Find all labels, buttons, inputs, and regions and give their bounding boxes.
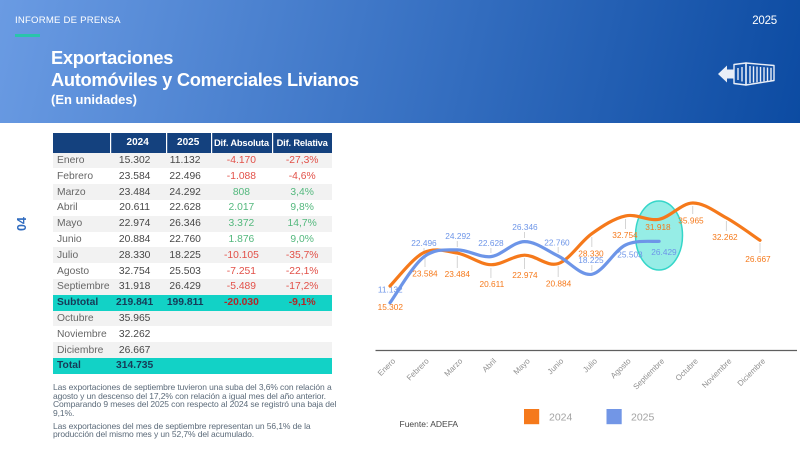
svg-text:20.611: 20.611 xyxy=(480,279,505,289)
svg-text:Diciembre: Diciembre xyxy=(736,356,768,388)
svg-text:22.760: 22.760 xyxy=(544,238,570,248)
svg-text:23.484: 23.484 xyxy=(445,269,471,279)
svg-text:Enero: Enero xyxy=(376,356,398,378)
svg-text:Marzo: Marzo xyxy=(443,356,465,378)
svg-text:26.429: 26.429 xyxy=(651,247,677,257)
svg-text:23.584: 23.584 xyxy=(412,269,438,279)
svg-text:18.225: 18.225 xyxy=(578,255,604,265)
svg-text:Octubre: Octubre xyxy=(674,356,701,383)
svg-text:Julio: Julio xyxy=(581,356,599,374)
svg-text:11.132: 11.132 xyxy=(378,284,403,294)
svg-text:20.884: 20.884 xyxy=(546,278,572,288)
svg-text:Fuente: ADEFA: Fuente: ADEFA xyxy=(400,419,459,429)
svg-text:24.292: 24.292 xyxy=(445,231,471,241)
svg-text:25.503: 25.503 xyxy=(617,250,643,260)
svg-text:Noviembre: Noviembre xyxy=(700,356,734,390)
svg-text:26.667: 26.667 xyxy=(745,254,771,264)
svg-text:31.918: 31.918 xyxy=(645,222,671,232)
svg-text:35.965: 35.965 xyxy=(678,216,704,226)
svg-text:22.628: 22.628 xyxy=(478,238,504,248)
svg-text:2024: 2024 xyxy=(549,412,573,424)
svg-text:2025: 2025 xyxy=(631,412,655,424)
svg-text:32.754: 32.754 xyxy=(612,230,638,240)
svg-text:32.262: 32.262 xyxy=(712,232,738,242)
svg-text:15.302: 15.302 xyxy=(378,302,404,312)
svg-text:Mayo: Mayo xyxy=(512,356,532,376)
svg-text:22.496: 22.496 xyxy=(411,238,437,248)
svg-text:Abril: Abril xyxy=(481,356,499,374)
svg-text:28.330: 28.330 xyxy=(578,248,604,258)
svg-text:22.974: 22.974 xyxy=(512,270,538,280)
svg-text:Junio: Junio xyxy=(546,356,566,376)
svg-text:Febrero: Febrero xyxy=(405,356,431,382)
svg-text:Septiembre: Septiembre xyxy=(631,356,666,391)
svg-text:26.346: 26.346 xyxy=(512,222,538,232)
svg-text:Agosto: Agosto xyxy=(609,356,633,380)
